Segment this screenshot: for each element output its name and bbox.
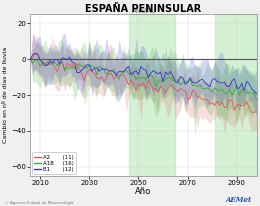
Text: ANUAL: ANUAL [132,8,155,14]
Text: AEMet: AEMet [226,196,252,204]
X-axis label: Año: Año [135,187,152,196]
Legend: A2       (11), A1B     (16), B1       (12): A2 (11), A1B (16), B1 (12) [32,152,76,174]
Text: © Agencia Estatal de Meteorología: © Agencia Estatal de Meteorología [5,201,74,205]
Y-axis label: Cambio en nº de días de lluvia: Cambio en nº de días de lluvia [3,47,9,143]
Title: ESPAÑA PENINSULAR: ESPAÑA PENINSULAR [85,4,202,14]
Bar [129,14,176,176]
Bar [215,14,257,176]
